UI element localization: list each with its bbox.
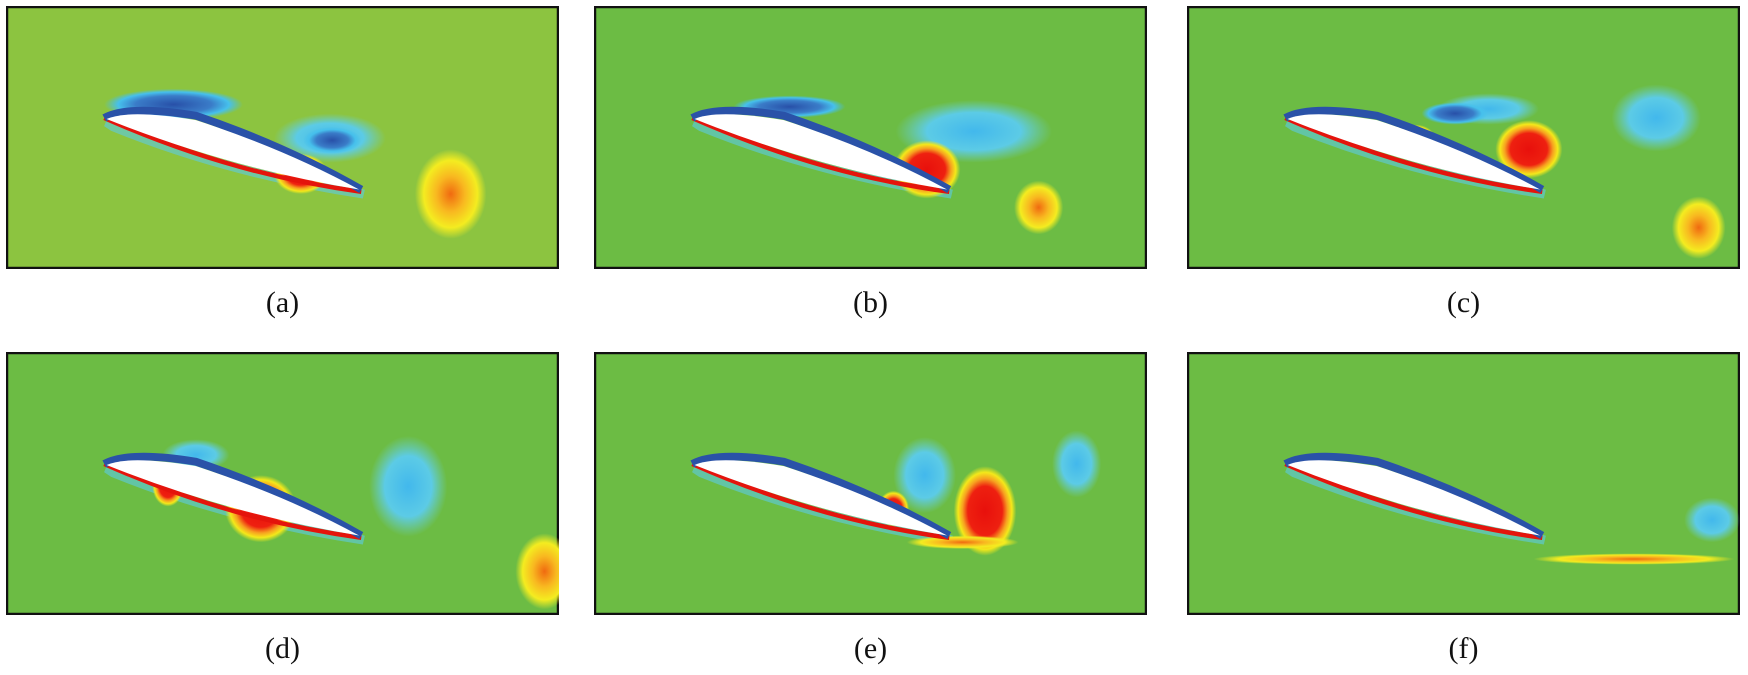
vortex [1671, 196, 1726, 259]
lower-surface-layer [103, 115, 362, 194]
upper-surface-layer [102, 452, 364, 539]
panel-label: (f) [1448, 632, 1479, 665]
lower-surface-layer [103, 461, 362, 540]
vortex [1495, 120, 1563, 179]
panel-label: (d) [265, 632, 300, 665]
airfoil [1287, 114, 1541, 190]
panel-label: (a) [265, 286, 300, 319]
flow-panel [1187, 352, 1740, 615]
flow-panel [1187, 6, 1740, 269]
vorticity-field [6, 352, 559, 615]
panel-label: (b) [853, 286, 888, 319]
upper-surface-layer [1283, 452, 1545, 539]
vortex [369, 435, 448, 537]
flow-panel [6, 6, 559, 269]
vortex [1533, 553, 1735, 565]
background [594, 352, 1147, 615]
vortex [953, 466, 1017, 556]
vorticity-field [6, 6, 559, 269]
vortex [906, 535, 1019, 549]
upper-surface-layer [690, 106, 952, 193]
vortex [1014, 180, 1064, 235]
lower-surface-layer [1284, 115, 1543, 194]
airfoil [106, 114, 360, 190]
flow-panel [6, 352, 559, 615]
flow-panel [594, 6, 1147, 269]
upper-surface-layer [102, 106, 364, 193]
airfoil [1287, 460, 1541, 536]
lower-surface-layer [691, 115, 950, 194]
vortex [515, 533, 559, 610]
flow-panel [594, 352, 1147, 615]
background [1187, 352, 1740, 615]
vorticity-field [594, 352, 1147, 615]
vorticity-field [594, 6, 1147, 269]
vortex [1052, 430, 1102, 498]
vortex [893, 437, 956, 514]
vortex [1684, 497, 1740, 543]
airfoil [106, 460, 360, 536]
background [594, 6, 1147, 269]
vortex [303, 126, 362, 154]
lower-surface-layer [691, 461, 950, 540]
vortex [414, 149, 487, 239]
airfoil [694, 460, 948, 536]
panel-label: (c) [1446, 286, 1481, 319]
airfoil [694, 114, 948, 190]
panel-label: (e) [853, 632, 888, 665]
lower-surface-layer [1284, 461, 1543, 540]
vortex [1611, 84, 1701, 152]
vorticity-field [1187, 6, 1740, 269]
upper-surface-layer [1283, 106, 1545, 193]
vorticity-field [1187, 352, 1740, 615]
vortex [1421, 102, 1489, 125]
upper-surface-layer [690, 452, 952, 539]
